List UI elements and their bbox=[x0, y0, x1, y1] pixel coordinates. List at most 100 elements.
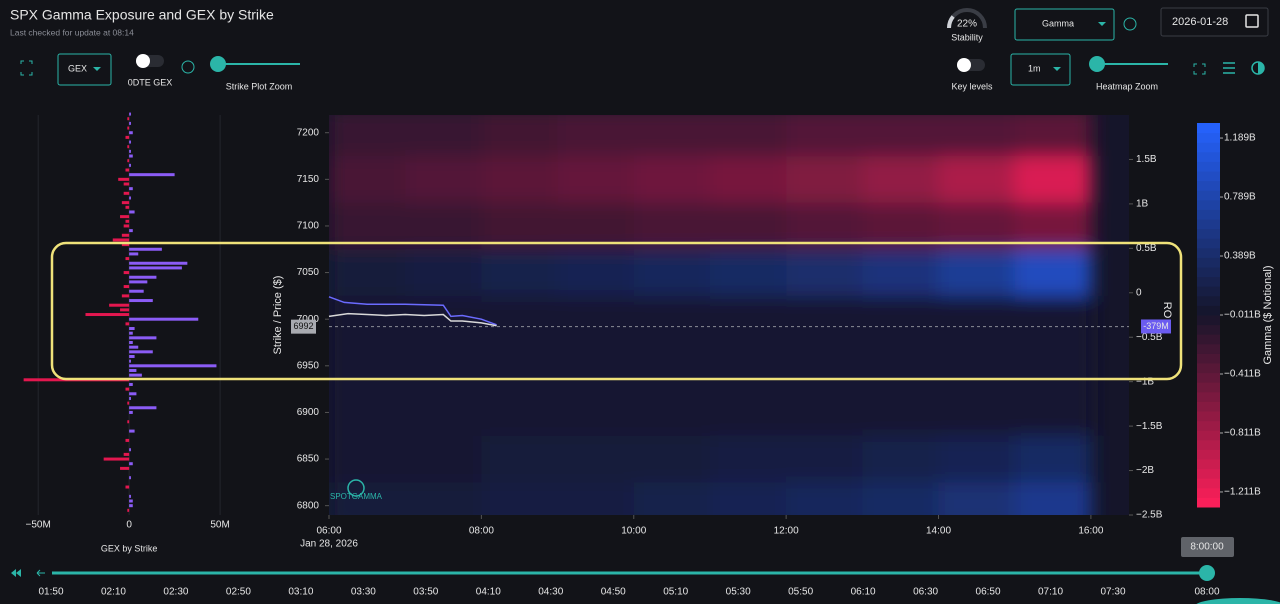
y2-tick-label: −2B bbox=[1136, 465, 1154, 476]
colorbar-segment bbox=[1197, 295, 1220, 306]
rewind-icon[interactable] bbox=[11, 569, 21, 577]
expand-icon[interactable] bbox=[1193, 63, 1206, 75]
y2-tick-label: −1B bbox=[1136, 376, 1154, 387]
info-icon[interactable] bbox=[1123, 17, 1137, 31]
colorbar-segment bbox=[1197, 459, 1220, 470]
colorbar-segment bbox=[1197, 343, 1220, 354]
heat-cell bbox=[481, 435, 559, 484]
colorbar-segment bbox=[1197, 190, 1220, 201]
colorbar-segment bbox=[1197, 334, 1220, 345]
gex-bar bbox=[129, 210, 135, 214]
gex-bar bbox=[129, 368, 137, 372]
gex-bar bbox=[129, 350, 153, 354]
heat-cell bbox=[709, 342, 788, 391]
x-tick-label: 0 bbox=[126, 520, 132, 531]
heat-cell bbox=[557, 295, 635, 344]
expand-icon[interactable] bbox=[20, 60, 33, 76]
mode-dropdown[interactable] bbox=[57, 53, 112, 86]
gex-bar bbox=[129, 504, 133, 508]
y2-tick-label: 0.5B bbox=[1136, 243, 1157, 254]
y-axis-label: Strike / Price ($) bbox=[272, 276, 284, 355]
gex-bar bbox=[129, 373, 142, 377]
info-icon[interactable] bbox=[181, 60, 195, 74]
gex-bar bbox=[129, 275, 157, 279]
heat-cell bbox=[405, 342, 483, 391]
date-picker[interactable] bbox=[1160, 7, 1269, 37]
slider-label: Heatmap Zoom bbox=[1096, 81, 1158, 91]
gex-bar bbox=[129, 280, 148, 284]
y-tick-label: 6850 bbox=[297, 454, 320, 465]
gex-bar bbox=[125, 205, 130, 209]
gex-bar bbox=[129, 499, 133, 503]
y2-tick-label: 0 bbox=[1136, 287, 1142, 298]
toggle-knob[interactable] bbox=[136, 54, 150, 68]
settings-icon[interactable] bbox=[1223, 62, 1235, 74]
gex-bar bbox=[127, 159, 130, 163]
heat-cell bbox=[405, 435, 483, 484]
gex-bar bbox=[123, 271, 130, 275]
timeline-ticks: 01:50 02:10 02:30 02:50 03:10 03:30 03:50 04:10… bbox=[38, 587, 1125, 598]
interval-dropdown[interactable] bbox=[1010, 53, 1071, 86]
colorbar-segment bbox=[1197, 257, 1220, 268]
heat-cell bbox=[938, 482, 1016, 515]
timeline-tick: 05:10 bbox=[663, 587, 688, 598]
toggle-knob[interactable] bbox=[957, 58, 971, 72]
timeline-end: 08:00 bbox=[1194, 587, 1219, 598]
heat-cell bbox=[709, 115, 788, 158]
back-icon[interactable] bbox=[36, 569, 45, 577]
heat-cell bbox=[1014, 115, 1092, 158]
colorbar-segment bbox=[1197, 449, 1220, 460]
gex-bar bbox=[129, 327, 135, 331]
colorbar-segment bbox=[1197, 238, 1220, 249]
heat-cell bbox=[709, 389, 788, 437]
heat-cell bbox=[405, 156, 483, 204]
heat-cell bbox=[633, 342, 711, 391]
gex-bar bbox=[129, 336, 157, 340]
gex-bar bbox=[129, 382, 133, 386]
x-tick-label: 08:00 bbox=[469, 526, 494, 537]
y-tick-label: 6950 bbox=[297, 360, 320, 371]
timeline-tick: 03:50 bbox=[413, 587, 438, 598]
gex-bar bbox=[103, 457, 130, 461]
heat-cell bbox=[786, 389, 864, 437]
gex-bar bbox=[129, 154, 133, 158]
gex-bar bbox=[127, 117, 130, 121]
gex-bar bbox=[125, 168, 130, 172]
timeline-knob[interactable] bbox=[1199, 565, 1215, 581]
corner-badge[interactable] bbox=[1195, 598, 1280, 604]
heat-cell bbox=[557, 482, 635, 515]
slider-knob[interactable] bbox=[210, 56, 226, 72]
heat-cell bbox=[1014, 249, 1092, 297]
theme-icon-half bbox=[1258, 62, 1264, 74]
metric-dropdown[interactable] bbox=[1014, 8, 1115, 41]
colorbar-segment bbox=[1197, 439, 1220, 450]
heat-cell bbox=[709, 249, 788, 297]
heatmap-cells bbox=[329, 115, 1092, 515]
gex-bar bbox=[129, 163, 131, 167]
colorbar-tick-label: −1.211B bbox=[1224, 487, 1261, 498]
heat-cell bbox=[938, 342, 1016, 391]
heat-cell bbox=[481, 295, 559, 344]
colorbar-segment bbox=[1197, 305, 1220, 316]
gex-bar bbox=[129, 261, 188, 265]
stability-caption: Stability bbox=[951, 32, 983, 42]
logo-icon bbox=[347, 479, 365, 497]
calendar-icon[interactable] bbox=[1245, 14, 1259, 28]
gex-bar bbox=[129, 354, 135, 358]
heat-cell bbox=[786, 295, 864, 344]
heat-cell bbox=[709, 482, 788, 515]
caret bbox=[1098, 22, 1106, 26]
gex-bar bbox=[129, 173, 175, 177]
colorbar-segment bbox=[1197, 219, 1220, 230]
gex-bar bbox=[129, 396, 131, 400]
colorbar-segment bbox=[1197, 276, 1220, 287]
y2-tick-label: −1.5B bbox=[1136, 421, 1163, 432]
gex-bar bbox=[129, 140, 131, 144]
x-tick-label: 14:00 bbox=[926, 526, 951, 537]
y2-tick-label: −2.5B bbox=[1136, 510, 1163, 521]
mode-dropdown-text: GEX bbox=[68, 63, 87, 73]
slider-knob[interactable] bbox=[1089, 56, 1105, 72]
gex-bar bbox=[129, 359, 131, 363]
gex-bar bbox=[127, 401, 130, 405]
